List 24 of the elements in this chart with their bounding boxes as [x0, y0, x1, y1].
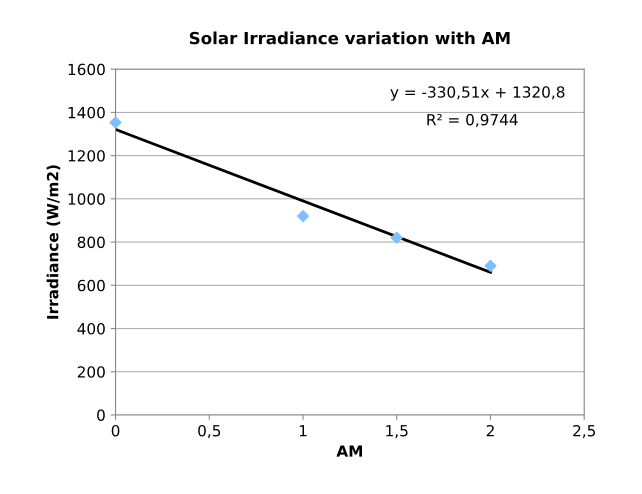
point [109, 116, 122, 129]
y-tick-label: 1200 [68, 150, 105, 162]
x-axis-title: AM [336, 445, 362, 457]
y-tick-label: 0 [97, 409, 105, 421]
y-tick-label: 1600 [68, 64, 105, 76]
y-tick-label: 200 [78, 366, 105, 378]
point [390, 232, 403, 244]
x-tick-label: 1,5 [386, 425, 408, 438]
point [484, 260, 497, 272]
annotation: R² = 0,9744 [427, 114, 518, 128]
x-tick-label: 0 [112, 424, 120, 437]
x-tick-label: 2,5 [573, 424, 596, 438]
y-axis-title: Irradiance (W/m2) [46, 165, 60, 319]
y-tick-label: 800 [78, 236, 105, 248]
y-tick-label: 1400 [68, 106, 105, 118]
point [296, 210, 310, 222]
x-tick-label: 1 [300, 425, 306, 436]
y-tick-label: 1000 [68, 193, 105, 205]
x-tick-label: 2 [486, 424, 494, 436]
y-tick-label: 600 [78, 280, 105, 292]
chart-title: Solar Irradiance variation with AM [190, 31, 510, 44]
annotation: y = -330,51x + 1320,8 [390, 86, 564, 101]
x-tick-label: 0,5 [198, 424, 220, 438]
y-tick-label: 400 [77, 322, 105, 335]
